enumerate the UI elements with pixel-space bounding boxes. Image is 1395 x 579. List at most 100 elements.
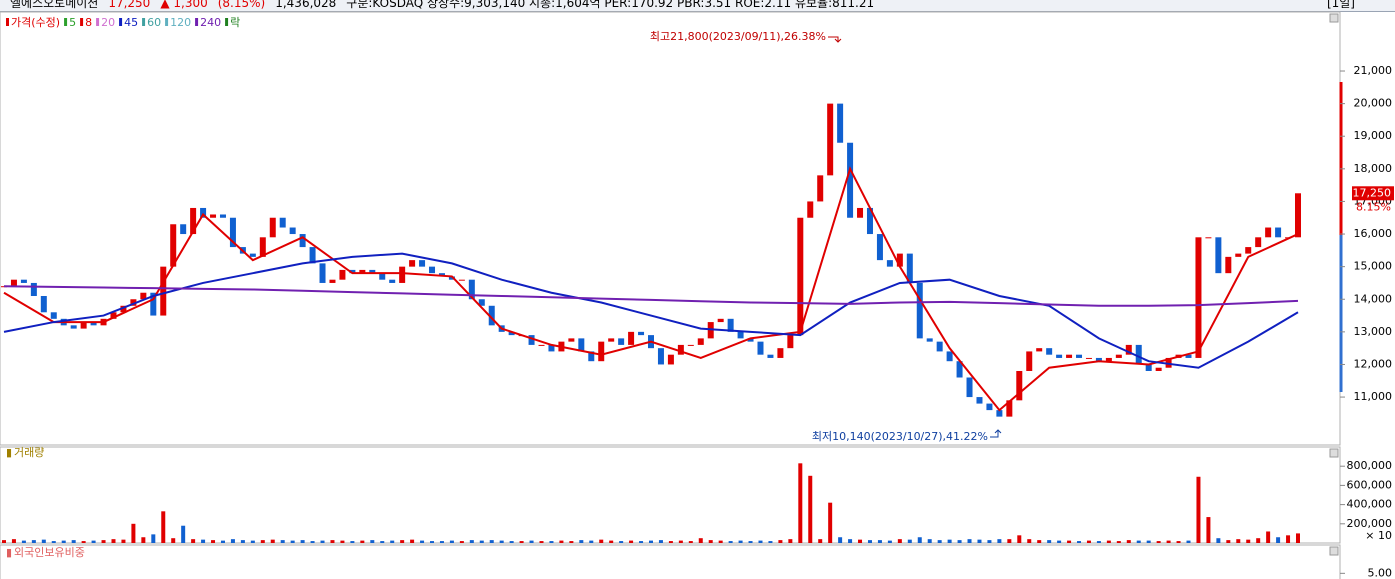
volume-bar — [668, 541, 673, 543]
moving-average — [3, 285, 1299, 307]
volume-bar — [101, 540, 106, 543]
volume-title: 거래량 — [14, 446, 44, 459]
candle — [1185, 354, 1192, 358]
candle — [966, 377, 973, 398]
volume-bar — [1027, 539, 1032, 543]
candle — [1275, 227, 1282, 238]
volume-bar — [1096, 541, 1101, 543]
panel-button[interactable] — [1329, 546, 1339, 556]
high-annotation: 최고21,800(2023/09/11),26.38% — [650, 30, 826, 43]
volume-bar — [937, 540, 942, 543]
candle — [657, 348, 664, 365]
candle — [528, 335, 535, 345]
volume-bar — [449, 540, 454, 543]
volume-bar — [629, 540, 634, 543]
volume-bar — [509, 541, 514, 543]
candle — [349, 269, 356, 274]
candle — [1205, 237, 1212, 239]
candle — [1056, 354, 1063, 358]
candle — [568, 338, 575, 342]
candle — [309, 247, 316, 264]
volume-bar — [111, 539, 116, 543]
candle — [608, 338, 615, 342]
candle — [369, 269, 376, 274]
volume-bar — [11, 539, 16, 543]
candle — [1135, 344, 1142, 365]
volume-bar — [1077, 541, 1082, 543]
candle — [399, 266, 406, 283]
candle — [1235, 253, 1242, 257]
candle — [717, 318, 724, 323]
candle — [906, 253, 913, 283]
period[interactable]: [1일] — [1326, 0, 1355, 10]
candle — [329, 279, 336, 283]
volume-bar — [1266, 531, 1271, 543]
volume-bar — [887, 540, 892, 543]
volume-bar — [838, 537, 843, 543]
candle — [737, 331, 744, 339]
volume-bar — [1256, 538, 1261, 543]
volume-bar — [1146, 540, 1151, 543]
candle — [299, 234, 306, 248]
candle — [628, 331, 635, 345]
candle — [757, 341, 764, 355]
volume-bar — [230, 539, 235, 543]
candle — [210, 214, 217, 218]
candle — [687, 344, 694, 346]
volume-bar — [181, 525, 186, 543]
volume-bar — [81, 541, 86, 543]
header-item: (8.15%) — [217, 0, 266, 10]
panel-button[interactable] — [1329, 448, 1339, 458]
candle — [229, 217, 236, 248]
volume-bar — [71, 540, 76, 543]
candle — [180, 224, 187, 235]
candle — [389, 279, 396, 283]
volume-bar — [310, 541, 315, 543]
y-tick-label: 600,000 — [1347, 478, 1393, 491]
volume-bar — [708, 540, 713, 543]
moving-average — [3, 252, 1299, 369]
last-change-label: 8.15% — [1356, 200, 1391, 213]
candle — [249, 253, 256, 257]
volume-bar — [161, 511, 166, 543]
legend-label: 45 — [124, 16, 138, 29]
legend-swatch — [119, 18, 123, 26]
volume-bar — [1276, 537, 1281, 543]
legend-label: 5 — [69, 16, 76, 29]
candle — [1125, 344, 1132, 355]
volume-bar — [489, 540, 494, 543]
header-item: 구분:KOSDAQ 상장수:9,303,140 시총:1,604억 PER:17… — [346, 0, 875, 10]
volume-bar — [300, 540, 305, 543]
candle — [1046, 348, 1053, 355]
volume-bar — [589, 540, 594, 543]
low-arrow — [990, 429, 1002, 438]
volume-bar — [21, 540, 26, 543]
candle — [1036, 348, 1043, 352]
legend-swatch — [80, 18, 84, 26]
panel-button[interactable] — [1329, 13, 1339, 23]
candle — [419, 260, 426, 267]
volume-bar — [867, 540, 872, 543]
candle — [478, 299, 485, 306]
candle — [1006, 400, 1013, 417]
candle — [30, 282, 37, 296]
volume-bar — [609, 540, 614, 543]
candle — [827, 103, 834, 176]
candle — [1026, 351, 1033, 371]
volume-bar — [1126, 540, 1131, 543]
candle — [727, 318, 734, 332]
volume-bar — [907, 539, 912, 543]
candle — [319, 263, 326, 283]
volume-bar — [211, 540, 216, 543]
candle — [538, 344, 545, 346]
volume-bar — [131, 523, 136, 543]
candle — [777, 348, 784, 358]
legend-swatch — [64, 18, 68, 26]
candle — [986, 403, 993, 411]
volume-bar — [1086, 540, 1091, 543]
legend-label: 240 — [200, 16, 221, 29]
volume-bar — [1067, 540, 1072, 543]
candle — [588, 351, 595, 362]
candle — [847, 142, 854, 218]
candle — [1225, 256, 1232, 274]
